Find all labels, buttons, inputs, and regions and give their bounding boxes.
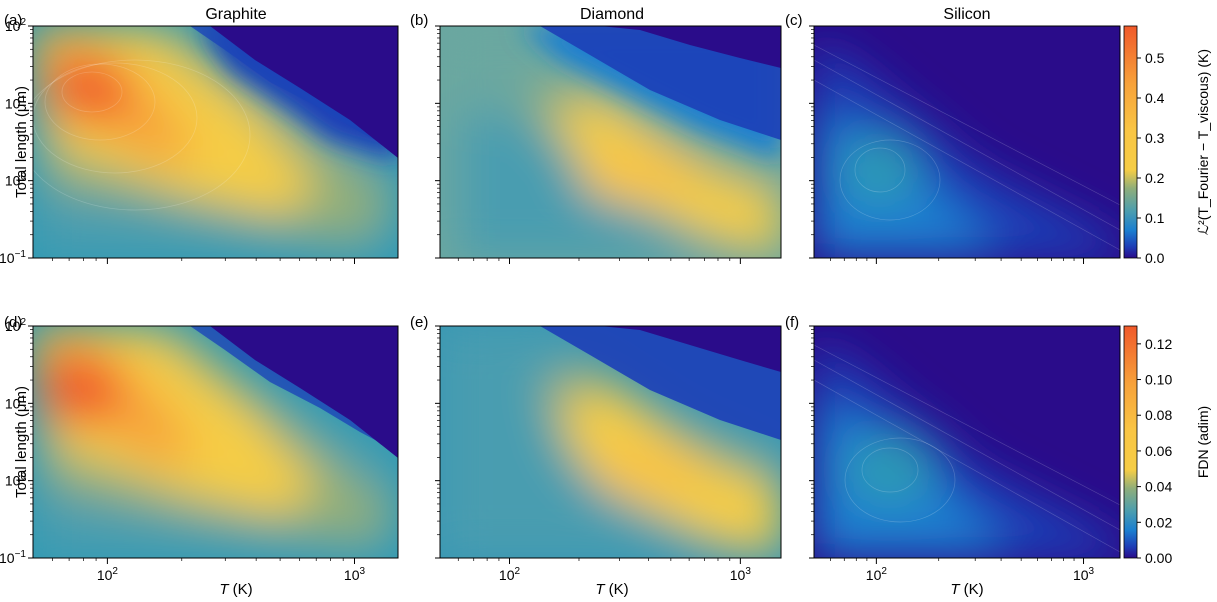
colorbar-tick-label: 0.04 [1145,479,1172,495]
y-tick-label: 102 [5,17,27,34]
plot-frame-e [439,325,782,559]
panel-label-a: (a) [4,12,22,29]
panel-label-f: (f) [785,314,799,331]
colorbar-tick-label: 0.5 [1145,50,1165,66]
heatmap-panel-c [814,26,1120,258]
y-tick-label: 100 [5,472,27,489]
panel-label-c: (c) [785,12,803,29]
axes-layer: 102 101 100 10−1 102 101 100 10−1 102 103 102 103 10… [0,17,1095,583]
x-tick-label: 102 [97,566,119,583]
heatmap-panel-e [440,326,781,558]
heatmap-panel-a [33,26,398,258]
xlabel-a: T (K) [219,581,252,598]
colorbar-top [1123,25,1138,259]
y-tick-label: 10−1 [0,549,26,566]
plot-frame-a [32,25,399,259]
colorbar-tick-label: 0.0 [1145,250,1165,266]
colorbar-tick-label: 0.1 [1145,210,1165,226]
colorbar-tick-label: 0.08 [1145,407,1172,423]
colorbar-tick-label: 0.06 [1145,443,1172,459]
x-tick-label: 102 [866,566,888,583]
xlabel-c: T (K) [950,581,983,598]
panel-label-e: (e) [410,314,428,331]
colorbar-tick-label: 0.10 [1145,372,1172,388]
colorbar-top-label: ℒ²(T_Fourier − T_viscous) (K) [1195,49,1211,235]
xlabel-b: T (K) [595,581,628,598]
colorbar-tick-label: 0.00 [1145,550,1172,566]
column-title-diamond: Diamond [580,6,644,23]
panel-label-b: (b) [410,12,428,29]
y-tick-label: 102 [5,317,27,334]
x-tick-label: 103 [730,566,752,583]
plot-frame-f [813,325,1121,559]
y-tick-label: 10−1 [0,249,26,266]
colorbar-tick-label: 0.4 [1145,90,1165,106]
plot-frame-c [813,25,1121,259]
y-tick-label: 100 [5,172,27,189]
column-title-silicon: Silicon [943,6,990,23]
y-tick-label: 101 [5,94,27,111]
colorbar-tick-label: 0.02 [1145,514,1172,530]
colorbar-bottom-label: FDN (adim) [1195,406,1211,478]
panel-label-d: (d) [4,314,22,331]
heatmap-panel-d [33,326,398,558]
colorbar-ticks: 0.5 0.4 0.3 0.2 0.1 0.0 0.12 0.10 0.08 0.06 0.04 0.… [1137,50,1172,566]
x-tick-label: 102 [499,566,521,583]
y-tick-label: 101 [5,394,27,411]
x-tick-label: 103 [344,566,366,583]
ylabel-top: Total length (μm) [13,86,30,198]
plot-frame-b [439,25,782,259]
column-title-graphite: Graphite [205,6,266,23]
colorbar-bottom [1123,325,1138,559]
heatmap-panel-f [814,326,1120,558]
colorbar-tick-label: 0.12 [1145,336,1172,352]
ylabel-bottom: Total length (μm) [13,386,30,498]
colorbar-tick-label: 0.2 [1145,170,1165,186]
colorbar-tick-label: 0.3 [1145,130,1165,146]
heatmap-panel-b [440,26,781,258]
plot-frame-d [32,325,399,559]
x-tick-label: 103 [1073,566,1095,583]
